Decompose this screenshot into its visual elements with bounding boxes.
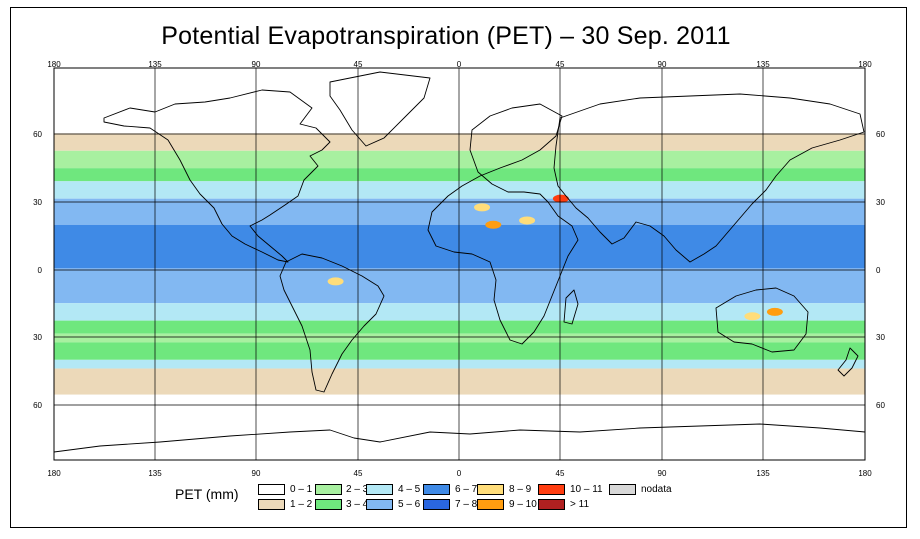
pet-band [54,111,865,134]
map-title: Potential Evapotranspiration (PET) – 30 … [161,22,731,50]
pet-hotspot [552,194,569,203]
legend-swatch [366,484,393,495]
north-america-outline [103,89,331,263]
legend-swatch [366,499,393,510]
y-tick-left: 0 [38,266,43,275]
legend-label: > 11 [570,499,589,510]
graticule [54,68,865,460]
legend-swatch [423,484,450,495]
legend-label: 3 – 4 [346,499,369,510]
y-tick-right: 0 [876,266,881,275]
legend-label: 0 – 1 [290,484,313,495]
legend-swatch [538,499,565,510]
australia-outline [715,287,809,353]
legend-label: 5 – 6 [398,499,421,510]
pet-band [54,68,865,112]
y-tick-right: 60 [876,401,885,410]
x-tick-top: 0 [457,60,462,69]
legend-label: 7 – 8 [455,499,478,510]
pet-band [54,368,865,395]
legend-swatch [258,499,285,510]
pet-band [54,320,865,334]
legend-title: PET (mm) [175,486,239,502]
pet-hotspot [519,216,536,225]
legend-swatch [258,484,285,495]
pet-band [54,359,865,369]
y-tick-left: 30 [33,333,42,342]
pet-hotspot [327,277,344,286]
x-tick-top: 45 [354,60,363,69]
pet-band [54,133,865,151]
x-tick-top: 90 [658,60,667,69]
pet-band [54,198,865,225]
x-axis-top: 180 135 90 45 0 45 90 135 180 [47,60,872,69]
x-tick-bottom: 45 [556,469,565,478]
pet-hotspot [474,203,491,212]
x-tick-top: 180 [858,60,872,69]
x-tick-top: 45 [556,60,565,69]
legend-label: nodata [641,484,672,495]
x-tick-bottom: 180 [47,469,61,478]
map-border [53,67,866,461]
new-zealand-outline [837,347,859,377]
legend-swatch [609,484,636,495]
pet-band [54,168,865,182]
pet-band [54,181,865,199]
legend-swatch [477,499,504,510]
antarctica-outline [54,423,865,453]
pet-hotspot [485,220,502,229]
legend-label: 9 – 10 [509,499,537,510]
y-tick-right: 60 [876,130,885,139]
x-tick-bottom: 135 [148,469,162,478]
asia-outline [553,93,865,263]
legend-swatch [477,484,504,495]
x-tick-top: 180 [47,60,61,69]
x-tick-top: 135 [756,60,770,69]
pet-band [54,268,865,304]
pet-hotspots [327,194,783,321]
legend-label: 2 – 3 [346,484,369,495]
pet-band [54,342,865,360]
greenland-outline [329,71,431,147]
x-tick-bottom: 45 [354,469,363,478]
pet-hotspot [766,307,783,316]
legend-swatch [538,484,565,495]
y-tick-right: 30 [876,333,885,342]
x-tick-top: 135 [148,60,162,69]
pet-band [54,224,865,269]
x-axis-bottom: 180 135 90 45 0 45 90 135 180 [47,469,872,478]
x-tick-bottom: 0 [457,469,462,478]
madagascar-outline [563,289,579,325]
x-tick-bottom: 90 [658,469,667,478]
pet-bands [54,68,865,460]
y-tick-left: 60 [33,401,42,410]
y-tick-left: 30 [33,198,42,207]
y-axis-left: 60 30 0 30 60 [33,130,42,410]
legend-label: 1 – 2 [290,499,313,510]
legend-label: 6 – 7 [455,484,478,495]
y-tick-left: 60 [33,130,42,139]
legend-swatch [423,499,450,510]
x-tick-top: 90 [252,60,261,69]
x-tick-bottom: 180 [858,469,872,478]
pet-band [54,394,865,460]
coastlines [54,71,865,453]
figure-frame [10,7,907,528]
x-tick-bottom: 135 [756,469,770,478]
y-axis-right: 60 30 0 30 60 [876,130,885,410]
south-america-outline [279,253,385,393]
legend-swatch [315,499,342,510]
legend-label: 10 – 11 [570,484,603,495]
x-tick-bottom: 90 [252,469,261,478]
pet-hotspot [744,312,761,321]
pet-band [54,303,865,321]
europe-africa-outline [427,103,579,345]
pet-band [54,333,865,343]
legend-swatch [315,484,342,495]
legend-label: 8 – 9 [509,484,532,495]
y-tick-right: 30 [876,198,885,207]
legend-label: 4 – 5 [398,484,421,495]
